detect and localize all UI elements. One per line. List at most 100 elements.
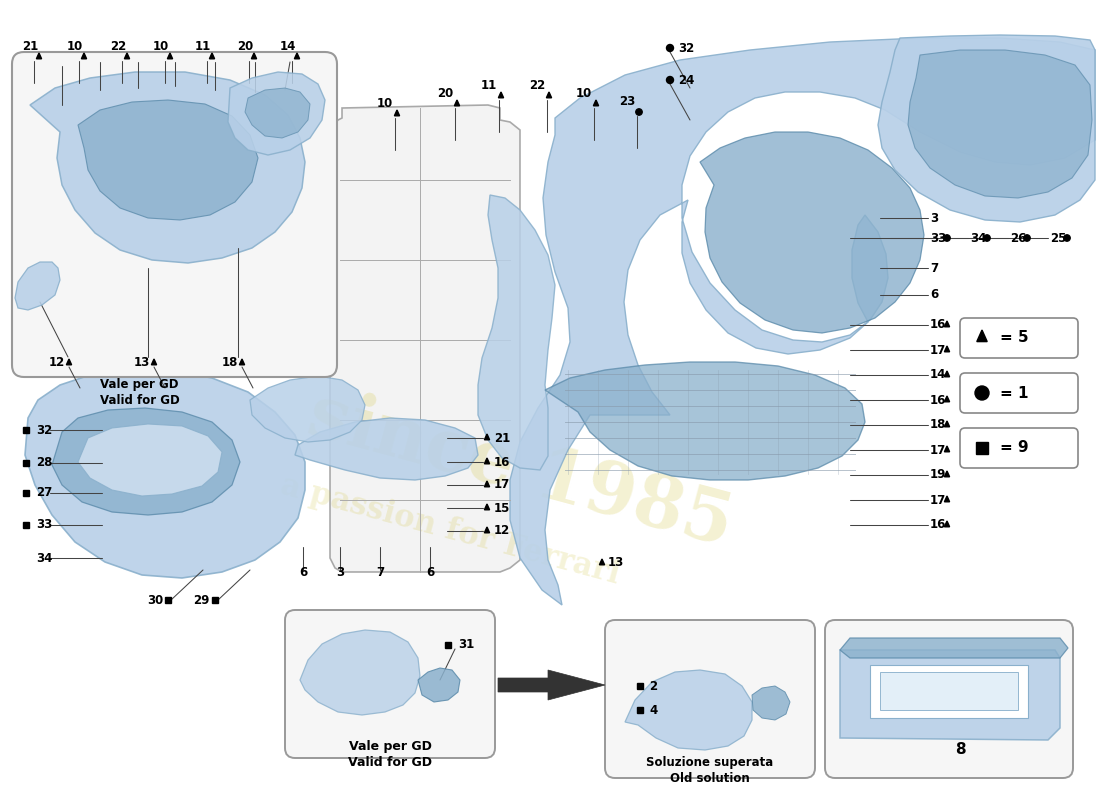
- Polygon shape: [945, 396, 949, 402]
- Text: 6: 6: [930, 289, 938, 302]
- Text: 10: 10: [67, 40, 84, 53]
- Polygon shape: [240, 359, 244, 365]
- Text: 18: 18: [930, 418, 946, 431]
- Text: Vale per GD: Vale per GD: [100, 378, 178, 391]
- Polygon shape: [544, 362, 865, 480]
- Text: 7: 7: [930, 262, 938, 274]
- Polygon shape: [478, 195, 556, 470]
- Circle shape: [975, 386, 989, 400]
- Polygon shape: [209, 53, 214, 58]
- Text: 17: 17: [494, 478, 510, 491]
- Text: Old solution: Old solution: [670, 772, 750, 785]
- Text: a passion for Ferrari: a passion for Ferrari: [277, 470, 623, 590]
- Text: 34: 34: [970, 231, 987, 245]
- Polygon shape: [25, 370, 305, 578]
- Polygon shape: [81, 53, 87, 58]
- Text: 4: 4: [649, 703, 658, 717]
- Polygon shape: [510, 38, 1094, 605]
- Polygon shape: [295, 53, 299, 58]
- Polygon shape: [945, 471, 949, 477]
- Polygon shape: [418, 668, 460, 702]
- Polygon shape: [295, 418, 478, 480]
- Polygon shape: [840, 650, 1060, 740]
- Polygon shape: [625, 670, 752, 750]
- Text: Vale per GD: Vale per GD: [349, 740, 431, 753]
- Text: 28: 28: [36, 457, 53, 470]
- Polygon shape: [30, 72, 305, 263]
- FancyBboxPatch shape: [285, 610, 495, 758]
- Bar: [165, 598, 170, 602]
- Polygon shape: [52, 408, 240, 515]
- Polygon shape: [840, 638, 1068, 658]
- Text: 16: 16: [930, 518, 946, 531]
- Text: 26: 26: [1010, 231, 1026, 245]
- Text: 8: 8: [955, 742, 966, 758]
- Bar: [637, 683, 642, 689]
- Polygon shape: [945, 321, 949, 326]
- Polygon shape: [484, 504, 490, 510]
- Text: 14: 14: [930, 369, 946, 382]
- FancyBboxPatch shape: [605, 620, 815, 778]
- Bar: [637, 707, 642, 713]
- Polygon shape: [395, 110, 399, 116]
- Polygon shape: [484, 458, 490, 464]
- Text: 27: 27: [36, 486, 53, 499]
- Polygon shape: [252, 53, 256, 58]
- Text: 20: 20: [437, 87, 453, 100]
- Circle shape: [636, 109, 642, 115]
- Text: 10: 10: [153, 40, 169, 53]
- Polygon shape: [945, 496, 949, 502]
- Polygon shape: [78, 100, 258, 220]
- Bar: [23, 490, 29, 496]
- Polygon shape: [498, 92, 504, 98]
- Text: 11: 11: [481, 79, 497, 92]
- Text: 13: 13: [608, 557, 625, 570]
- FancyBboxPatch shape: [825, 620, 1072, 778]
- Text: = 9: = 9: [1000, 441, 1028, 455]
- Polygon shape: [484, 481, 490, 486]
- Polygon shape: [752, 686, 790, 720]
- Bar: [976, 442, 988, 454]
- Text: 21: 21: [494, 431, 510, 445]
- Polygon shape: [593, 100, 598, 106]
- Text: 6: 6: [299, 566, 307, 578]
- Polygon shape: [870, 665, 1028, 718]
- Polygon shape: [498, 670, 605, 700]
- Text: = 5: = 5: [1000, 330, 1028, 346]
- Polygon shape: [977, 330, 987, 342]
- FancyBboxPatch shape: [960, 373, 1078, 413]
- Bar: [446, 642, 451, 648]
- Polygon shape: [66, 359, 72, 365]
- Bar: [23, 522, 29, 528]
- Text: 15: 15: [494, 502, 510, 514]
- Text: 22: 22: [529, 79, 544, 92]
- Polygon shape: [945, 346, 949, 352]
- Polygon shape: [945, 521, 949, 526]
- Polygon shape: [15, 262, 60, 310]
- Text: 31: 31: [458, 638, 474, 651]
- Text: 18: 18: [221, 357, 238, 370]
- Text: since 1985: since 1985: [300, 379, 740, 561]
- Text: 10: 10: [376, 97, 393, 110]
- Polygon shape: [454, 100, 460, 106]
- Polygon shape: [908, 50, 1092, 198]
- Text: Valid for GD: Valid for GD: [348, 756, 432, 769]
- Text: 17: 17: [930, 443, 946, 457]
- Circle shape: [944, 235, 950, 242]
- Text: 21: 21: [22, 40, 38, 53]
- Text: 29: 29: [194, 594, 210, 606]
- Text: 3: 3: [930, 211, 938, 225]
- Text: 2: 2: [649, 679, 657, 693]
- Text: 6: 6: [426, 566, 434, 578]
- Polygon shape: [880, 672, 1018, 710]
- Text: 32: 32: [36, 423, 53, 437]
- Text: 17: 17: [930, 494, 946, 506]
- Text: 22: 22: [110, 40, 126, 53]
- Text: 30: 30: [146, 594, 163, 606]
- Circle shape: [983, 235, 990, 242]
- Text: 17: 17: [930, 343, 946, 357]
- Polygon shape: [78, 424, 222, 496]
- Bar: [23, 460, 29, 466]
- FancyBboxPatch shape: [960, 318, 1078, 358]
- Circle shape: [1064, 235, 1070, 242]
